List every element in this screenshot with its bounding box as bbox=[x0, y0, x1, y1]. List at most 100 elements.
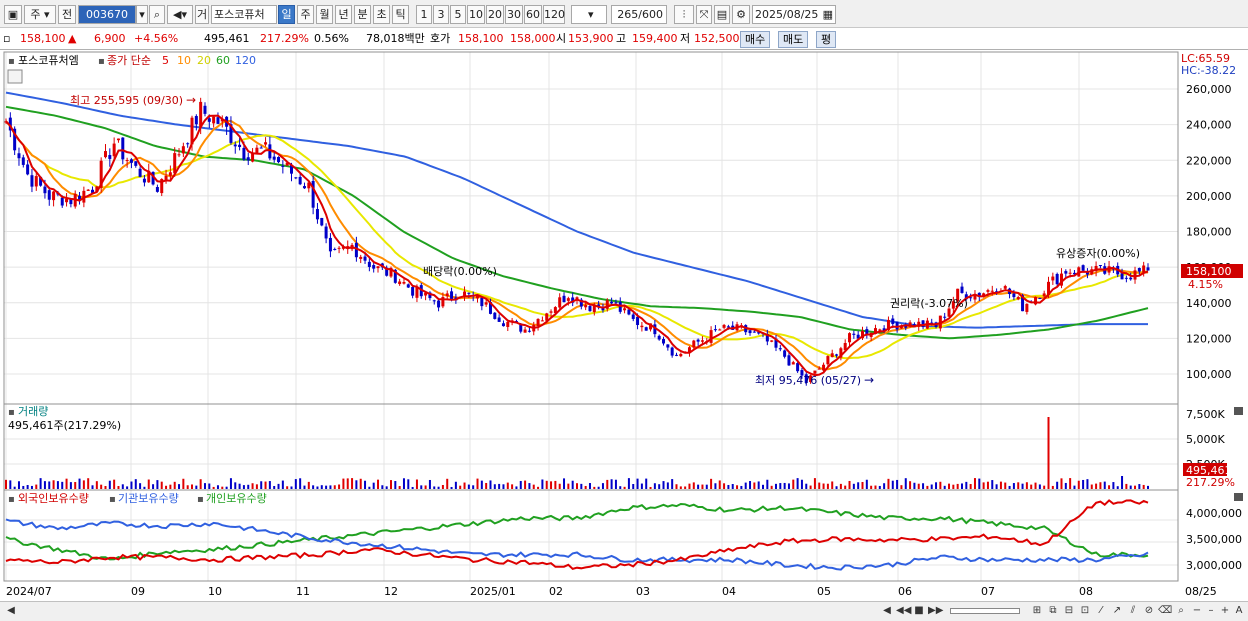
stock-chart[interactable]: 260,000240,000220,000200,000180,000160,0… bbox=[0, 50, 1248, 601]
forward-icon[interactable]: ▶▶ bbox=[928, 605, 944, 616]
interval-button-60[interactable]: 60 bbox=[524, 5, 542, 24]
interval-button-1[interactable]: 1 bbox=[416, 5, 432, 24]
candle-body bbox=[112, 143, 116, 157]
fib-tool-icon[interactable]: ⊘ bbox=[1144, 605, 1154, 616]
candle-body bbox=[1098, 265, 1102, 267]
search-icon[interactable]: ⌕ bbox=[149, 5, 165, 24]
volume-bar bbox=[242, 485, 245, 489]
volume-bar bbox=[844, 485, 847, 489]
buy-button[interactable]: 매수 bbox=[740, 31, 771, 48]
annotation-rights: 권리락(-3.07%) bbox=[890, 297, 968, 310]
candle-body bbox=[1142, 265, 1146, 273]
candle-body bbox=[787, 355, 791, 366]
text-tool-icon[interactable]: A bbox=[1235, 605, 1243, 616]
volume-bar bbox=[506, 482, 509, 489]
plus-icon[interactable]: + bbox=[1220, 605, 1230, 616]
sell-button[interactable]: 매도 bbox=[778, 31, 809, 48]
period-tab-2[interactable]: 월 bbox=[316, 5, 333, 24]
scroll-left-end-icon[interactable]: ◀ bbox=[883, 605, 891, 616]
gear-icon[interactable]: ⚙ bbox=[732, 5, 750, 24]
volume-bar bbox=[78, 478, 81, 489]
interval-button-5[interactable]: 5 bbox=[450, 5, 466, 24]
market-select[interactable]: 주 ▾ bbox=[24, 5, 56, 24]
candle-body bbox=[376, 266, 380, 269]
volume-bar bbox=[762, 484, 765, 489]
holding-panel-close-icon[interactable] bbox=[1234, 493, 1243, 501]
volume-bar bbox=[606, 479, 609, 489]
candle-body bbox=[523, 329, 527, 333]
interval-button-30[interactable]: 30 bbox=[505, 5, 523, 24]
candle-body bbox=[142, 178, 146, 183]
candle-type-icon[interactable]: ⫶ bbox=[674, 5, 694, 24]
period-tab-6[interactable]: 틱 bbox=[392, 5, 409, 24]
calendar-icon[interactable]: ▦ bbox=[822, 8, 833, 21]
line-tool-icon[interactable]: ⁄ bbox=[1100, 605, 1102, 616]
stop-icon[interactable]: ■ bbox=[914, 605, 924, 616]
volume-bar bbox=[316, 486, 319, 489]
ma120-line bbox=[5, 91, 1148, 329]
volume-bar bbox=[757, 481, 760, 489]
volume-bar bbox=[632, 484, 635, 489]
save-icon[interactable]: ▤ bbox=[714, 5, 730, 24]
candle-body bbox=[1124, 277, 1128, 279]
volume-bar bbox=[74, 482, 77, 489]
candle-body bbox=[861, 331, 864, 339]
interval-button-20[interactable]: 20 bbox=[486, 5, 504, 24]
volume-bar bbox=[861, 481, 864, 489]
candle-body bbox=[822, 364, 826, 371]
stock-name-field[interactable]: 포스코퓨처 bbox=[211, 5, 277, 24]
candle-body bbox=[315, 209, 319, 220]
high-arrow-icon: → bbox=[186, 93, 196, 107]
volume-bar bbox=[753, 482, 756, 489]
count-field[interactable]: 265/600 bbox=[611, 5, 667, 24]
stock-code-input[interactable]: 003670 bbox=[78, 5, 136, 24]
minus-icon[interactable]: – bbox=[1208, 605, 1214, 616]
interval-button-10[interactable]: 10 bbox=[467, 5, 485, 24]
candle-body bbox=[346, 246, 350, 249]
period-tab-5[interactable]: 초 bbox=[373, 5, 390, 24]
volume-panel-close-icon[interactable] bbox=[1234, 407, 1243, 415]
date-field[interactable]: 2025/08/25 ▦ bbox=[752, 5, 836, 24]
bid-price: 158,100 bbox=[458, 32, 504, 45]
code-dropdown-icon[interactable]: ▾ bbox=[136, 5, 148, 24]
trend-tool-icon[interactable]: ↗ bbox=[1112, 605, 1122, 616]
volume-bar bbox=[35, 484, 38, 489]
candle-body bbox=[21, 157, 25, 165]
prev-button[interactable]: 전 bbox=[58, 5, 76, 24]
volume-bar bbox=[377, 479, 380, 489]
volume-bar bbox=[100, 484, 103, 489]
calculator-icon[interactable] bbox=[7, 69, 23, 84]
crosshair-icon[interactable]: ⤧ bbox=[696, 5, 712, 24]
candle-body bbox=[770, 340, 774, 342]
layout-icon[interactable]: ▣ bbox=[4, 5, 22, 24]
delete-tool-icon[interactable]: ⌫ bbox=[1158, 605, 1173, 616]
scroll-left-icon[interactable]: ◀ bbox=[7, 605, 15, 616]
period-tab-3[interactable]: 년 bbox=[335, 5, 352, 24]
candle-body bbox=[813, 370, 817, 374]
candle-body bbox=[856, 334, 860, 339]
volume-bar bbox=[545, 480, 548, 489]
volume-bar bbox=[645, 478, 648, 489]
panel-split-icon[interactable]: ⊟ bbox=[1064, 605, 1074, 616]
zoom-slider[interactable] bbox=[950, 608, 1020, 614]
volume-bar bbox=[731, 484, 734, 489]
channel-tool-icon[interactable]: ⫽ bbox=[1130, 605, 1136, 616]
candle-body bbox=[1012, 293, 1016, 298]
volume-bar bbox=[571, 480, 574, 489]
period-tab-0[interactable]: 일 bbox=[278, 5, 295, 24]
period-tab-4[interactable]: 분 bbox=[354, 5, 371, 24]
interval-button-120[interactable]: 120 bbox=[543, 5, 565, 24]
panel-add-icon[interactable]: ⊞ bbox=[1032, 605, 1042, 616]
speaker-icon[interactable]: ◀▾ bbox=[167, 5, 193, 24]
even-button[interactable]: 평 bbox=[816, 31, 837, 48]
panel-copy-icon[interactable]: ⧉ bbox=[1049, 605, 1057, 616]
candle-body bbox=[873, 328, 877, 334]
period-tab-1[interactable]: 주 bbox=[297, 5, 314, 24]
zoom-out-icon[interactable]: − bbox=[1192, 605, 1202, 616]
interval-button-3[interactable]: 3 bbox=[433, 5, 449, 24]
candle-body bbox=[320, 217, 324, 226]
panel-layout-icon[interactable]: ⊡ bbox=[1080, 605, 1090, 616]
magnify-icon[interactable]: ⌕ bbox=[1178, 605, 1184, 616]
rewind-icon[interactable]: ◀◀ bbox=[896, 605, 912, 616]
interval-select[interactable]: ▾ bbox=[571, 5, 607, 24]
